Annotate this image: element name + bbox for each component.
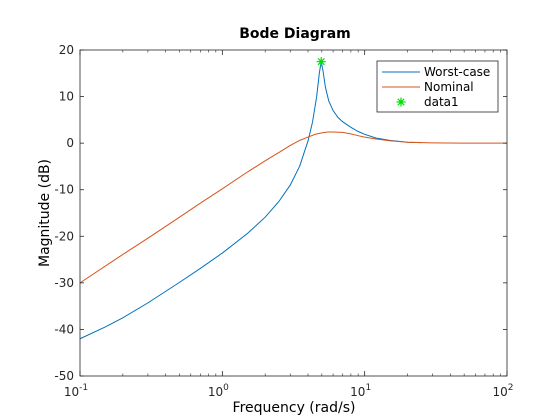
x-tick-exponent: 2 (508, 383, 514, 393)
x-tick-label: 102 (492, 383, 513, 399)
x-tick-label: 101 (350, 383, 371, 399)
axes-box (79, 49, 508, 377)
x-tick-exponent: 0 (223, 383, 229, 393)
x-tick-exponent: -1 (79, 383, 88, 393)
y-tick-label: -30 (54, 276, 74, 290)
x-axis-label: Frequency (rad/s) (233, 400, 356, 416)
legend-swatch-data1-stroke-3 (397, 98, 405, 106)
chart-title: Bode Diagram (239, 26, 351, 42)
y-tick-label: 10 (59, 90, 74, 104)
series-data1-marker-stroke-3 (317, 58, 325, 66)
x-tick-exponent: 1 (365, 383, 371, 393)
y-tick-label: -40 (54, 322, 74, 336)
series-data1-marker (316, 57, 326, 67)
y-tick-label: 0 (66, 136, 74, 150)
x-tick-base: 10 (492, 385, 507, 399)
legend-label-data1: data1 (424, 95, 459, 109)
x-tick-base: 10 (350, 385, 365, 399)
y-tick-label: 20 (59, 43, 74, 57)
legend-swatch-data1 (396, 97, 406, 107)
x-tick-base: 10 (64, 385, 79, 399)
series-layer (79, 57, 507, 340)
x-tick-label: 10-1 (64, 383, 88, 399)
x-tick-label: 100 (208, 383, 229, 399)
series-nominal-line (79, 131, 507, 284)
y-tick-label: -20 (54, 229, 74, 243)
y-tick-label: -50 (54, 369, 74, 383)
y-axis-label: Magnitude (dB) (37, 159, 53, 267)
x-tick-base: 10 (208, 385, 223, 399)
series-worst-case-line (79, 61, 422, 340)
legend-label-worst-case: Worst-case (424, 65, 490, 79)
legend-label-nominal: Nominal (424, 80, 474, 94)
y-tick-label: -10 (54, 183, 74, 197)
